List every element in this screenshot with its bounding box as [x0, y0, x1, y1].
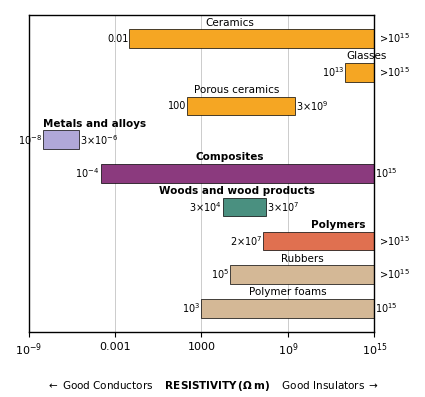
Text: Woods and wood products: Woods and wood products — [159, 186, 315, 196]
Bar — [346, 63, 379, 81]
Bar — [201, 299, 374, 318]
Text: >$10^{15}$: >$10^{15}$ — [380, 66, 410, 79]
Bar — [187, 97, 295, 115]
Bar — [223, 198, 266, 216]
Text: $10^{15}$: $10^{15}$ — [375, 301, 398, 315]
Bar — [129, 29, 379, 48]
Text: 3$\times$$10^{-6}$: 3$\times$$10^{-6}$ — [79, 133, 118, 146]
Bar — [264, 231, 379, 250]
Text: 3$\times$$10^{4}$: 3$\times$$10^{4}$ — [189, 200, 222, 214]
Text: Ceramics: Ceramics — [206, 17, 255, 28]
Text: $10^{-8}$: $10^{-8}$ — [18, 133, 42, 146]
Text: 2$\times$$10^{7}$: 2$\times$$10^{7}$ — [230, 234, 262, 248]
Text: Porous ceramics: Porous ceramics — [194, 85, 280, 95]
Text: Metals and alloys: Metals and alloys — [43, 119, 146, 129]
Text: 3$\times$$10^{7}$: 3$\times$$10^{7}$ — [267, 200, 300, 214]
Text: >$10^{15}$: >$10^{15}$ — [380, 32, 410, 46]
Text: $10^{-4}$: $10^{-4}$ — [75, 166, 99, 180]
Text: $10^{15}$: $10^{15}$ — [375, 166, 398, 180]
Text: >$10^{15}$: >$10^{15}$ — [380, 268, 410, 281]
Text: 0.01: 0.01 — [107, 34, 128, 44]
Text: Composites: Composites — [196, 152, 264, 162]
Text: $10^{3}$: $10^{3}$ — [182, 301, 201, 315]
Text: $10^{5}$: $10^{5}$ — [211, 268, 229, 281]
Text: Polymer foams: Polymer foams — [249, 287, 327, 297]
Bar — [230, 265, 379, 284]
Text: Rubbers: Rubbers — [281, 254, 323, 264]
Text: 100: 100 — [167, 101, 186, 111]
Bar — [101, 164, 374, 183]
Text: Polymers: Polymers — [311, 220, 365, 230]
Text: 3$\times$$10^{9}$: 3$\times$$10^{9}$ — [296, 99, 328, 113]
Text: >$10^{15}$: >$10^{15}$ — [380, 234, 410, 248]
Text: $\leftarrow$ Good Conductors    $\bf{RESISTIVITY\,(\Omega\,m)}$    Good Insulato: $\leftarrow$ Good Conductors $\bf{RESIST… — [46, 379, 379, 393]
Text: Glasses: Glasses — [346, 51, 387, 62]
Bar — [43, 131, 79, 149]
Text: $10^{13}$: $10^{13}$ — [322, 66, 344, 79]
